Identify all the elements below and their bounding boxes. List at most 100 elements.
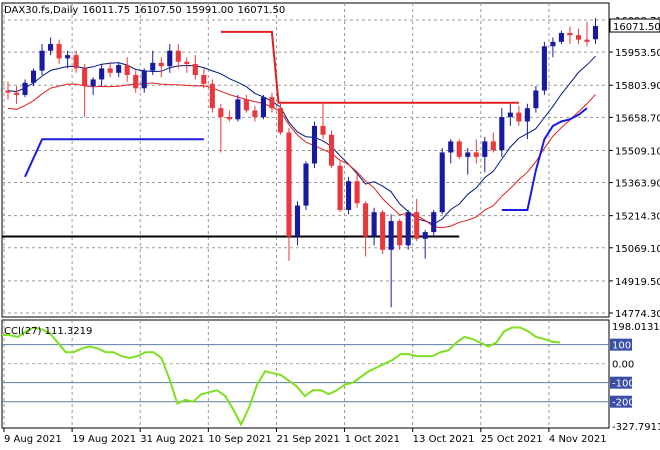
- candle-body: [397, 221, 403, 246]
- candle-body: [48, 44, 54, 51]
- candle-body: [269, 97, 275, 109]
- low-value: 15991.00: [186, 5, 234, 16]
- candle-body: [286, 132, 292, 237]
- candle-body: [584, 39, 590, 42]
- candle-body: [490, 141, 496, 151]
- chart-header: DAX30.fs,Daily 16011.75 16107.50 15991.00 16…: [4, 5, 285, 16]
- ma-red-line: [7, 82, 596, 229]
- candle-body: [99, 68, 105, 80]
- price-tick-label: 15803.90: [615, 81, 660, 92]
- candle-body: [158, 62, 164, 67]
- candle-body: [328, 134, 335, 166]
- candle-body: [116, 65, 122, 73]
- red-step-line: [220, 30, 519, 104]
- date-label: 19 Aug 2021: [72, 434, 136, 445]
- date-label: 13 Oct 2021: [413, 434, 475, 445]
- candle-body: [516, 112, 522, 122]
- date-label: 10 Sep 2021: [208, 434, 271, 445]
- candle-body: [260, 97, 266, 118]
- price-tick-label: 14774.30: [615, 309, 660, 320]
- current-price-label: 16071.50: [613, 22, 660, 33]
- blue-support-early: [24, 138, 204, 178]
- ma-blue-line: [7, 55, 596, 225]
- cci-tick-highlight: [610, 338, 632, 351]
- close-value: 16071.50: [238, 5, 286, 16]
- candle-body: [13, 92, 20, 95]
- candle-body: [422, 232, 428, 239]
- cci-tick-label: 100: [612, 341, 631, 352]
- candle-body: [65, 55, 71, 59]
- candle-body: [167, 50, 173, 67]
- candle-body: [175, 50, 181, 62]
- main-panel-border: [1, 2, 610, 318]
- cci-tick-label: -200: [612, 398, 635, 409]
- candle-body: [541, 46, 547, 91]
- candle-body: [337, 165, 343, 210]
- candle-body: [414, 212, 420, 239]
- cci-panel-border: [1, 319, 610, 429]
- candle-body: [439, 152, 445, 213]
- candle-body: [354, 181, 360, 204]
- price-tick-label: 15214.30: [615, 212, 660, 223]
- candle-body: [346, 181, 352, 210]
- candle-body: [456, 141, 462, 157]
- candle-body: [22, 82, 28, 95]
- candle-body: [524, 108, 530, 122]
- candle-body: [141, 70, 147, 89]
- candle-body: [507, 112, 513, 118]
- candle-body: [150, 62, 156, 71]
- candle-body: [550, 41, 556, 47]
- candle-body: [465, 152, 471, 157]
- current-price-box: [609, 18, 660, 33]
- cci-tick-label: -100: [612, 379, 635, 390]
- candle-body: [107, 68, 113, 73]
- candle-body: [73, 55, 79, 69]
- candle-body: [235, 99, 241, 120]
- candle-body: [39, 50, 45, 71]
- price-tick-label: 15509.10: [615, 146, 660, 157]
- candle-body: [431, 212, 437, 233]
- candle-body: [218, 108, 224, 118]
- candle-body: [558, 32, 564, 42]
- cci-tick-label: 0.00: [612, 360, 634, 371]
- cci-tick-label: 198.0131: [612, 322, 660, 333]
- candle-body: [209, 83, 215, 109]
- price-tick-label: 15363.90: [615, 179, 660, 190]
- date-label: 21 Sep 2021: [276, 434, 339, 445]
- candle-body: [30, 70, 37, 83]
- blue-support-late: [501, 107, 588, 211]
- candle-body: [133, 75, 139, 89]
- candle-body: [363, 203, 369, 237]
- price-tick-label: 15069.10: [615, 244, 660, 255]
- candle-body: [388, 221, 394, 250]
- candle-body: [405, 212, 411, 246]
- candle-body: [303, 163, 309, 206]
- candle-body: [56, 44, 62, 59]
- candle-body: [243, 99, 249, 111]
- candle-body: [90, 79, 96, 87]
- candle-body: [482, 141, 488, 157]
- price-tick-label: 15658.70: [615, 113, 660, 124]
- cci-grid: [1, 319, 610, 429]
- candle-body: [567, 32, 573, 36]
- candle-body: [82, 68, 88, 87]
- overlay-lines: [2, 30, 596, 238]
- candle-body: [201, 75, 207, 84]
- candle-body: [277, 108, 284, 133]
- cci-tick-highlight: [610, 376, 632, 389]
- candle-body: [311, 125, 318, 164]
- candle-body: [533, 90, 539, 109]
- symbol-period: DAX30.fs,Daily: [4, 5, 78, 16]
- date-label: 25 Oct 2021: [481, 434, 543, 445]
- candle-body: [192, 63, 198, 76]
- main-grid: [1, 2, 610, 318]
- candle-body: [294, 205, 301, 237]
- cci-tick-highlight: [610, 395, 632, 408]
- price-tick-label: 14919.50: [615, 277, 660, 288]
- candle-body: [380, 212, 386, 250]
- candle-body: [184, 61, 190, 64]
- candle-body: [473, 152, 479, 157]
- price-tick-label: 15953.50: [615, 48, 660, 59]
- candle-body: [320, 125, 326, 135]
